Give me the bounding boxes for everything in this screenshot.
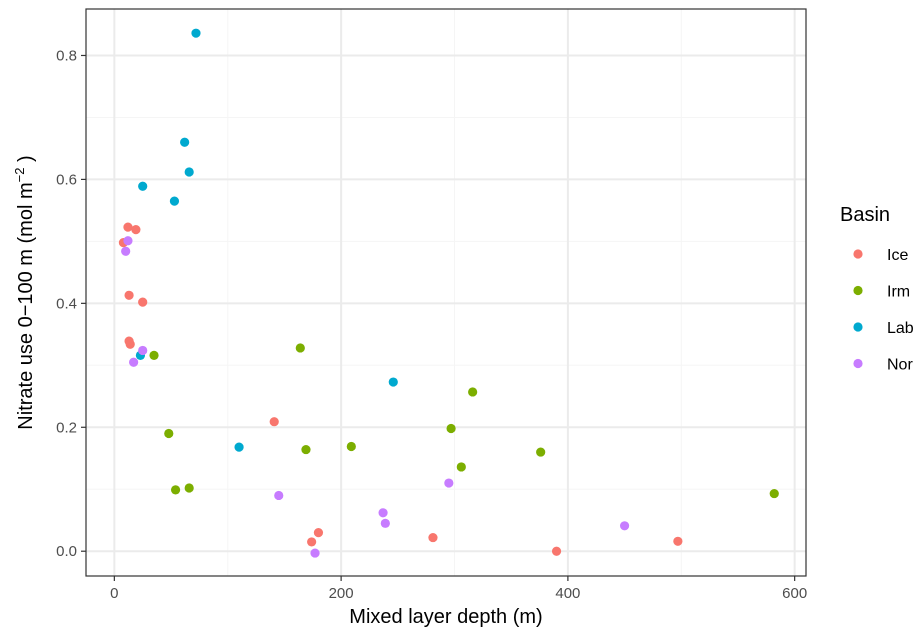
legend-label-nor: Nor: [887, 357, 913, 374]
y-axis: 0.0 0.2 0.4 0.6 0.8: [56, 47, 86, 560]
minor-gridlines: [86, 9, 806, 576]
data-point-ice: [123, 222, 133, 232]
legend-swatch-nor: [853, 358, 863, 369]
y-tick-label: 0.8: [56, 47, 77, 64]
legend-label-irm: Irm: [887, 284, 910, 301]
major-gridlines: [86, 9, 806, 576]
data-point-irm: [301, 444, 311, 455]
y-axis-title-end: ): [15, 155, 37, 167]
data-point-nor: [380, 518, 390, 528]
data-point-lab: [388, 377, 398, 387]
data-point-nor: [378, 508, 388, 518]
legend: Basin Ice Irm Lab Nor: [840, 204, 914, 374]
y-tick-label: 0.6: [56, 171, 77, 188]
data-point-lab: [191, 28, 201, 38]
data-point-ice: [124, 290, 134, 300]
data-point-irm: [149, 350, 159, 360]
data-point-nor: [310, 548, 320, 558]
data-point-irm: [536, 447, 546, 457]
legend-title: Basin: [840, 204, 890, 226]
data-points: [118, 28, 779, 558]
data-point-lab: [180, 137, 190, 147]
y-axis-title-main: Nitrate use 0−100 m (mol m: [15, 182, 37, 429]
data-point-irm: [346, 441, 356, 452]
data-point-irm: [446, 423, 456, 434]
y-axis-title: Nitrate use 0−100 m (mol m−2 ): [12, 155, 37, 429]
x-tick-label: 600: [782, 585, 807, 602]
data-point-irm: [164, 428, 174, 439]
data-point-irm: [184, 483, 194, 493]
data-point-ice: [313, 528, 324, 538]
legend-swatch-ice: [853, 249, 863, 259]
plot-panel-border: [85, 8, 807, 577]
data-point-irm: [468, 387, 478, 397]
data-point-nor: [121, 246, 131, 256]
data-point-irm: [769, 488, 779, 499]
data-point-lab: [234, 442, 244, 452]
data-point-nor: [444, 478, 454, 488]
x-tick-label: 0: [110, 585, 118, 602]
legend-swatch-irm: [853, 285, 863, 296]
data-point-ice: [125, 339, 135, 349]
data-point-nor: [129, 357, 139, 367]
data-point-ice: [551, 546, 562, 556]
data-point-ice: [428, 532, 438, 543]
data-point-ice: [307, 537, 317, 547]
data-point-lab: [184, 167, 194, 177]
legend-swatch-lab: [853, 322, 863, 332]
data-point-lab: [138, 181, 148, 191]
data-point-ice: [269, 417, 279, 427]
x-axis: 0 200 400 600: [110, 576, 807, 602]
legend-label-lab: Lab: [887, 320, 914, 337]
y-tick-label: 0.4: [56, 295, 77, 312]
x-tick-label: 200: [329, 585, 354, 602]
data-point-ice: [138, 297, 148, 307]
x-tick-label: 400: [555, 585, 580, 602]
data-point-ice: [673, 536, 683, 546]
x-axis-title: Mixed layer depth (m): [349, 606, 542, 628]
data-point-irm: [295, 343, 305, 353]
y-tick-label: 0.2: [56, 419, 77, 436]
data-point-irm: [170, 485, 181, 495]
legend-label-ice: Ice: [887, 247, 908, 264]
data-point-nor: [274, 490, 284, 501]
data-point-irm: [456, 462, 466, 472]
data-point-nor: [619, 521, 630, 531]
data-point-nor: [123, 236, 133, 246]
y-tick-label: 0.0: [56, 543, 77, 560]
y-axis-title-superscript: −2: [12, 168, 27, 183]
data-point-ice: [131, 225, 141, 235]
data-point-nor: [138, 345, 148, 356]
data-point-lab: [169, 196, 180, 206]
